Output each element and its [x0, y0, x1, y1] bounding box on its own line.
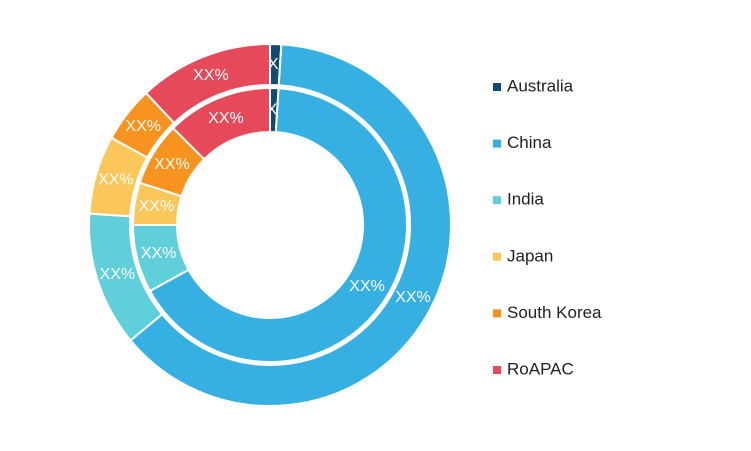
legend-label: India	[507, 190, 544, 209]
donut-slice	[148, 87, 408, 363]
slice-label: XX%	[395, 289, 431, 306]
slice-label: XX%	[193, 67, 229, 84]
legend-swatch	[493, 366, 501, 374]
legend-label: South Korea	[507, 303, 602, 322]
legend-label: Australia	[507, 76, 574, 95]
slice-label: XX%	[154, 156, 190, 173]
slice-label: XX%	[349, 278, 385, 295]
slice-label: XX%	[208, 110, 244, 127]
slice-label: XX%	[100, 266, 136, 283]
legend-swatch	[493, 196, 501, 205]
legend-label: RoAPAC	[507, 359, 574, 378]
donut-slice	[129, 43, 452, 407]
legend-swatch	[493, 252, 501, 261]
legend-swatch	[493, 83, 501, 91]
legend-label: China	[507, 133, 552, 152]
slice-label: XX%	[139, 198, 175, 215]
legend-swatch	[493, 309, 501, 318]
slice-label: XX%	[125, 118, 161, 135]
slice-label: XX%	[98, 171, 134, 188]
slice-label: XX%	[141, 245, 177, 262]
legend-label: Japan	[507, 246, 553, 265]
legend-swatch	[493, 139, 501, 148]
donut-slice	[171, 86, 271, 161]
donut-slice	[144, 42, 271, 125]
